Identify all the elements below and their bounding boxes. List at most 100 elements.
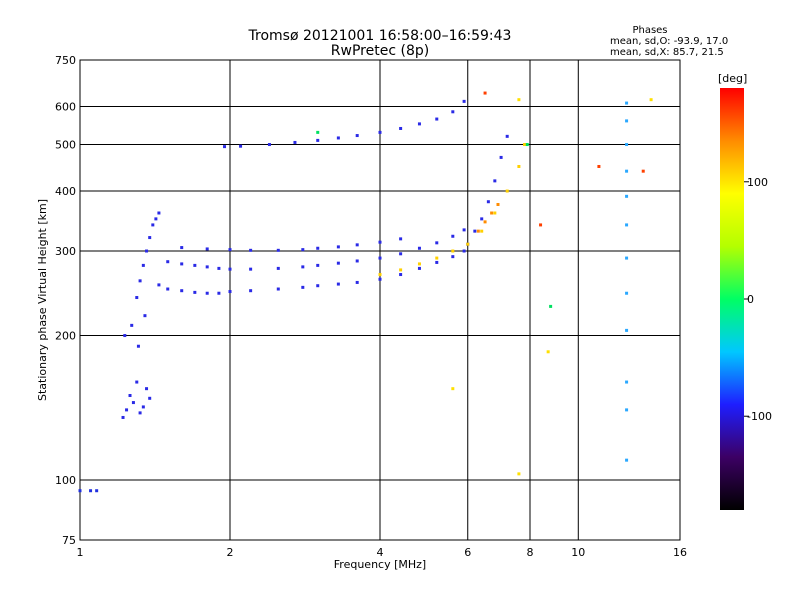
data-point: [625, 380, 629, 384]
data-point: [301, 248, 305, 252]
x-tick-label: 2: [227, 546, 234, 559]
data-point: [505, 134, 509, 138]
data-point: [135, 296, 139, 300]
data-point: [399, 237, 403, 241]
data-point: [649, 98, 653, 102]
data-point: [157, 211, 161, 215]
data-point: [180, 262, 184, 266]
data-point: [378, 277, 382, 281]
data-point: [525, 143, 529, 147]
data-point: [417, 266, 421, 270]
data-point: [228, 267, 232, 271]
data-point: [462, 228, 466, 232]
data-point: [641, 169, 645, 173]
data-point: [276, 287, 280, 291]
y-axis-label: Stationary phase Virtual Height [km]: [36, 199, 49, 401]
data-point: [378, 273, 382, 277]
data-point: [135, 380, 139, 384]
data-point: [378, 130, 382, 134]
data-point: [625, 101, 629, 105]
phase-info-o: mean, sd,O: -93.9, 17.0: [610, 36, 728, 47]
colorbar-unit: [deg]: [718, 72, 747, 85]
data-point: [473, 229, 477, 233]
data-point: [143, 314, 147, 318]
colorbar-tick-label: 100: [747, 176, 768, 189]
data-point: [316, 138, 320, 142]
chart-subtitle: RwPretec (8p): [331, 43, 429, 59]
data-point: [217, 266, 221, 270]
data-point: [180, 289, 184, 293]
y-tick-label: 300: [55, 245, 76, 258]
data-point: [517, 164, 521, 168]
data-point: [141, 263, 145, 267]
data-point: [480, 217, 484, 221]
data-point: [128, 394, 132, 398]
colorbar-ticks: 100 0 -100: [744, 176, 772, 423]
data-point: [451, 387, 455, 391]
x-tick-label: 1: [77, 546, 84, 559]
data-point: [625, 223, 629, 227]
data-point: [121, 415, 125, 419]
data-point: [205, 247, 209, 251]
data-point: [493, 179, 497, 183]
data-point: [145, 387, 149, 391]
data-point: [505, 189, 509, 193]
colorbar-gradient: [720, 88, 744, 510]
plot-area: 1 2 4 6 8 10 16 75 100 200 300 400 500 600 750: [55, 54, 687, 559]
data-points: [78, 91, 653, 493]
data-point: [549, 304, 553, 308]
data-point: [493, 211, 497, 215]
data-point: [451, 110, 455, 114]
data-point: [316, 130, 320, 134]
x-axis-label: Frequency [MHz]: [334, 558, 426, 571]
data-point: [399, 268, 403, 272]
data-point: [625, 119, 629, 123]
x-tick-label: 4: [377, 546, 384, 559]
data-point: [625, 256, 629, 260]
data-point: [130, 323, 134, 327]
data-point: [625, 408, 629, 412]
data-point: [480, 229, 484, 233]
data-point: [336, 282, 340, 286]
grid-lines: [80, 60, 680, 540]
data-point: [417, 122, 421, 126]
phase-info-x: mean, sd,X: 85.7, 21.5: [610, 47, 724, 58]
data-point: [166, 287, 170, 291]
data-point: [145, 249, 149, 253]
data-point: [451, 249, 455, 253]
data-point: [138, 279, 142, 283]
y-tick-label: 100: [55, 474, 76, 487]
data-point: [123, 334, 127, 338]
data-point: [355, 134, 359, 138]
y-tick-label: 200: [55, 330, 76, 343]
data-point: [417, 262, 421, 266]
data-point: [597, 164, 601, 168]
data-point: [435, 241, 439, 245]
data-point: [399, 126, 403, 130]
data-point: [276, 266, 280, 270]
data-point: [148, 236, 152, 240]
data-point: [435, 256, 439, 260]
data-point: [316, 246, 320, 250]
data-point: [483, 220, 487, 224]
data-point: [293, 140, 297, 144]
x-tick-label: 6: [464, 546, 471, 559]
chart-title: Tromsø 20121001 16:58:00–16:59:43: [248, 28, 512, 44]
data-point: [462, 249, 466, 253]
data-point: [476, 229, 480, 233]
phase-info-heading: Phases: [632, 25, 667, 36]
data-point: [301, 265, 305, 269]
data-point: [517, 98, 521, 102]
data-point: [435, 260, 439, 264]
x-tick-label: 16: [673, 546, 687, 559]
data-point: [141, 405, 145, 409]
data-point: [496, 202, 500, 206]
data-point: [625, 458, 629, 462]
data-point: [217, 291, 221, 295]
data-point: [435, 117, 439, 121]
data-point: [131, 401, 135, 405]
colorbar-tick-label: 0: [747, 293, 754, 306]
data-point: [355, 280, 359, 284]
y-tick-label: 500: [55, 139, 76, 152]
data-point: [336, 136, 340, 140]
